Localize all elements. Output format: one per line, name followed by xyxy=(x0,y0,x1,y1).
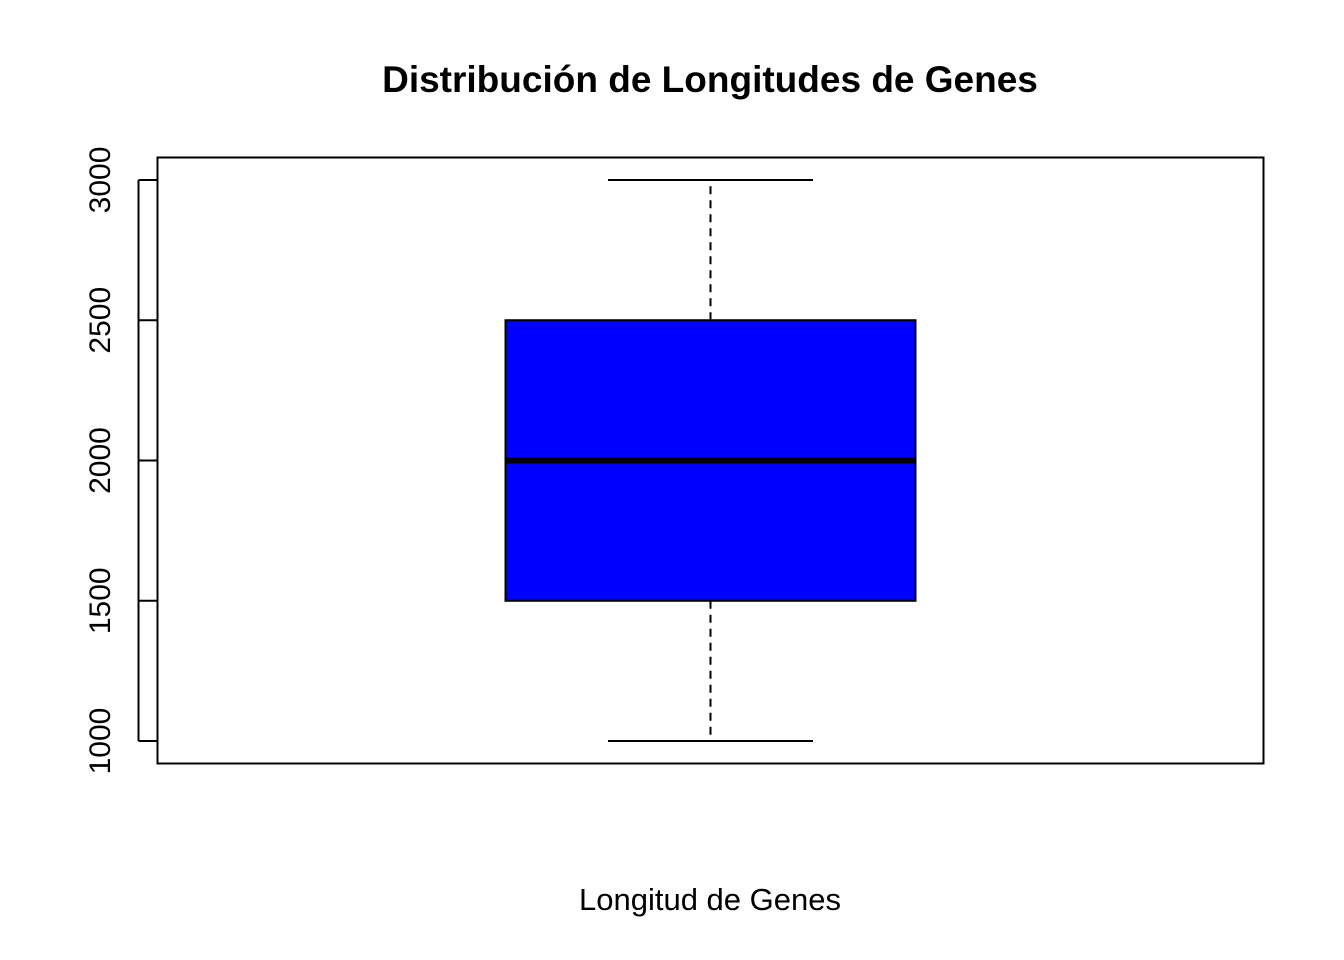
y-tick-label: 3000 xyxy=(84,147,117,214)
y-tick-label: 1500 xyxy=(84,567,117,634)
y-tick-label: 2500 xyxy=(84,287,117,354)
y-tick-label: 2000 xyxy=(84,427,117,494)
x-axis-label: Longitud de Genes xyxy=(579,882,841,917)
box-group xyxy=(504,178,917,743)
y-tick-label: 1000 xyxy=(84,708,117,775)
chart-title: Distribución de Longitudes de Genes xyxy=(382,59,1038,100)
y-axis: 1000 1500 2000 2500 3000 xyxy=(84,147,158,775)
y-ticks: 1000 1500 2000 2500 3000 xyxy=(84,147,158,775)
